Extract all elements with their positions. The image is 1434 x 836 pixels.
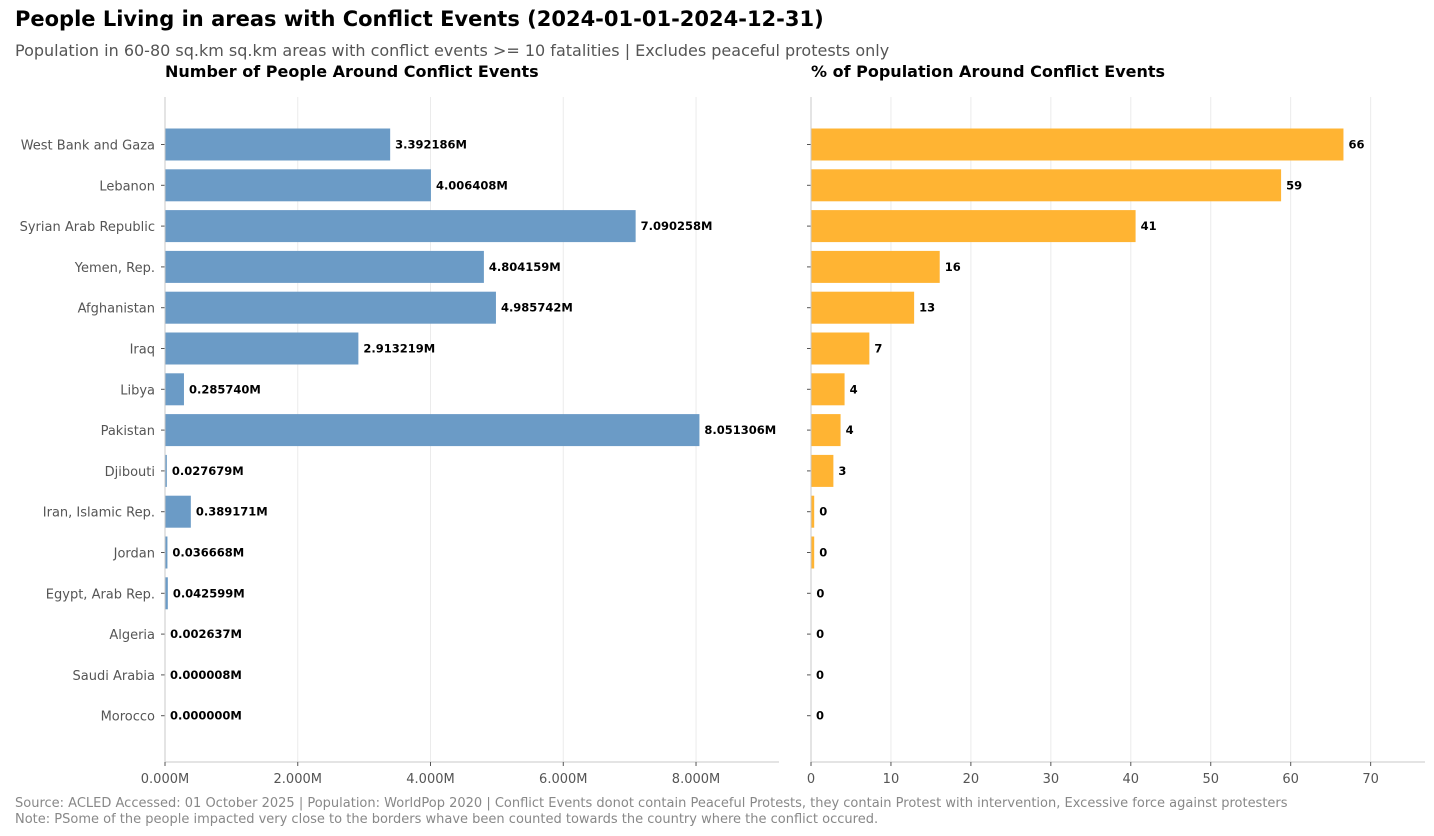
category-label: Jordan (113, 547, 155, 562)
people-xtick-label: 4.000M (406, 772, 454, 787)
category-label: Libya (120, 383, 155, 398)
percent-bar (811, 169, 1282, 202)
percent-xtick-label: 50 (1202, 772, 1219, 787)
people-value-label: 4.804159M (489, 260, 561, 274)
people-bar (165, 495, 191, 528)
percent-value-label: 41 (1141, 219, 1157, 233)
category-label: Lebanon (99, 179, 155, 194)
people-value-label: 0.042599M (173, 586, 245, 600)
percent-xtick-label: 60 (1282, 772, 1299, 787)
category-label: Saudi Arabia (73, 669, 156, 684)
people-value-label: 0.389171M (196, 505, 268, 519)
people-xtick-label: 0.000M (141, 772, 189, 787)
percent-bar (811, 210, 1136, 243)
people-count-chart: Number of People Around Conflict Events 3… (20, 62, 779, 787)
people-bar (165, 210, 636, 243)
people-value-label: 4.006408M (436, 178, 508, 192)
people-value-label: 0.000000M (170, 709, 242, 723)
percent-value-label: 7 (874, 342, 882, 356)
percent-bar (811, 414, 841, 447)
percent-value-label: 4 (850, 382, 858, 396)
footer-source: Source: ACLED Accessed: 01 October 2025 … (15, 796, 1288, 811)
category-label: Egypt, Arab Rep. (46, 587, 155, 602)
people-xtick-label: 8.000M (672, 772, 720, 787)
percent-value-label: 0 (816, 586, 824, 600)
people-xtick-label: 6.000M (539, 772, 587, 787)
category-label: Pakistan (101, 424, 155, 439)
percent-xtick-label: 40 (1123, 772, 1140, 787)
percent-value-label: 13 (919, 301, 935, 315)
percent-xtick-label: 0 (807, 772, 815, 787)
people-bar (165, 250, 484, 283)
people-bar (165, 454, 167, 487)
percent-bar (811, 291, 915, 324)
category-label: Syrian Arab Republic (20, 220, 155, 235)
main-title: People Living in areas with Conflict Eve… (15, 7, 824, 31)
category-label: West Bank and Gaza (21, 139, 155, 154)
percent-xtick-label: 70 (1362, 772, 1379, 787)
people-value-label: 3.392186M (395, 138, 467, 152)
percent-value-label: 0 (816, 709, 824, 723)
category-label: Afghanistan (78, 302, 155, 317)
percent-value-label: 4 (846, 423, 854, 437)
people-bar (165, 414, 700, 447)
percent-value-label: 0 (816, 627, 824, 641)
people-bar (165, 577, 168, 610)
people-value-label: 0.027679M (172, 464, 244, 478)
people-xtick-label: 2.000M (274, 772, 322, 787)
people-value-label: 7.090258M (641, 219, 713, 233)
percent-bar (811, 495, 815, 528)
footer-note: Note: PSome of the people impacted very … (15, 812, 878, 827)
percent-xtick-label: 10 (883, 772, 900, 787)
category-label: Iran, Islamic Rep. (43, 506, 155, 521)
people-value-label: 0.036668M (172, 546, 244, 560)
people-bar (165, 373, 184, 406)
people-value-label: 0.002637M (170, 627, 242, 641)
percent-value-label: 0 (816, 668, 824, 682)
people-value-label: 0.285740M (189, 382, 261, 396)
people-value-label: 4.985742M (501, 301, 573, 315)
category-label: Yemen, Rep. (74, 261, 155, 276)
population-percent-chart: % of Population Around Conflict Events 66… (807, 62, 1425, 787)
people-value-label: 2.913219M (363, 342, 435, 356)
percent-bar (811, 373, 845, 406)
people-bar (165, 332, 359, 365)
percent-value-label: 16 (945, 260, 961, 274)
people-bar (165, 291, 496, 324)
percent-chart-title: % of Population Around Conflict Events (811, 62, 1165, 81)
people-bar (165, 169, 431, 202)
people-value-label: 0.000008M (170, 668, 242, 682)
people-bar (165, 128, 391, 161)
percent-bar (811, 536, 815, 569)
people-bar (165, 536, 168, 569)
percent-value-label: 66 (1348, 138, 1364, 152)
category-label: Iraq (130, 343, 155, 358)
percent-value-label: 3 (838, 464, 846, 478)
subtitle: Population in 60-80 sq.km sq.km areas wi… (15, 41, 889, 60)
percent-xtick-label: 30 (1043, 772, 1060, 787)
percent-xtick-label: 20 (963, 772, 980, 787)
percent-bar (811, 454, 834, 487)
category-label: Djibouti (105, 465, 155, 480)
people-chart-title: Number of People Around Conflict Events (165, 62, 539, 81)
category-label: Morocco (101, 710, 155, 725)
percent-value-label: 0 (819, 505, 827, 519)
people-value-label: 8.051306M (704, 423, 776, 437)
percent-value-label: 0 (819, 546, 827, 560)
percent-value-label: 59 (1286, 178, 1302, 192)
category-label: Algeria (109, 628, 155, 643)
percent-bar (811, 250, 940, 283)
percent-bar (811, 332, 870, 365)
percent-bar (811, 128, 1344, 161)
